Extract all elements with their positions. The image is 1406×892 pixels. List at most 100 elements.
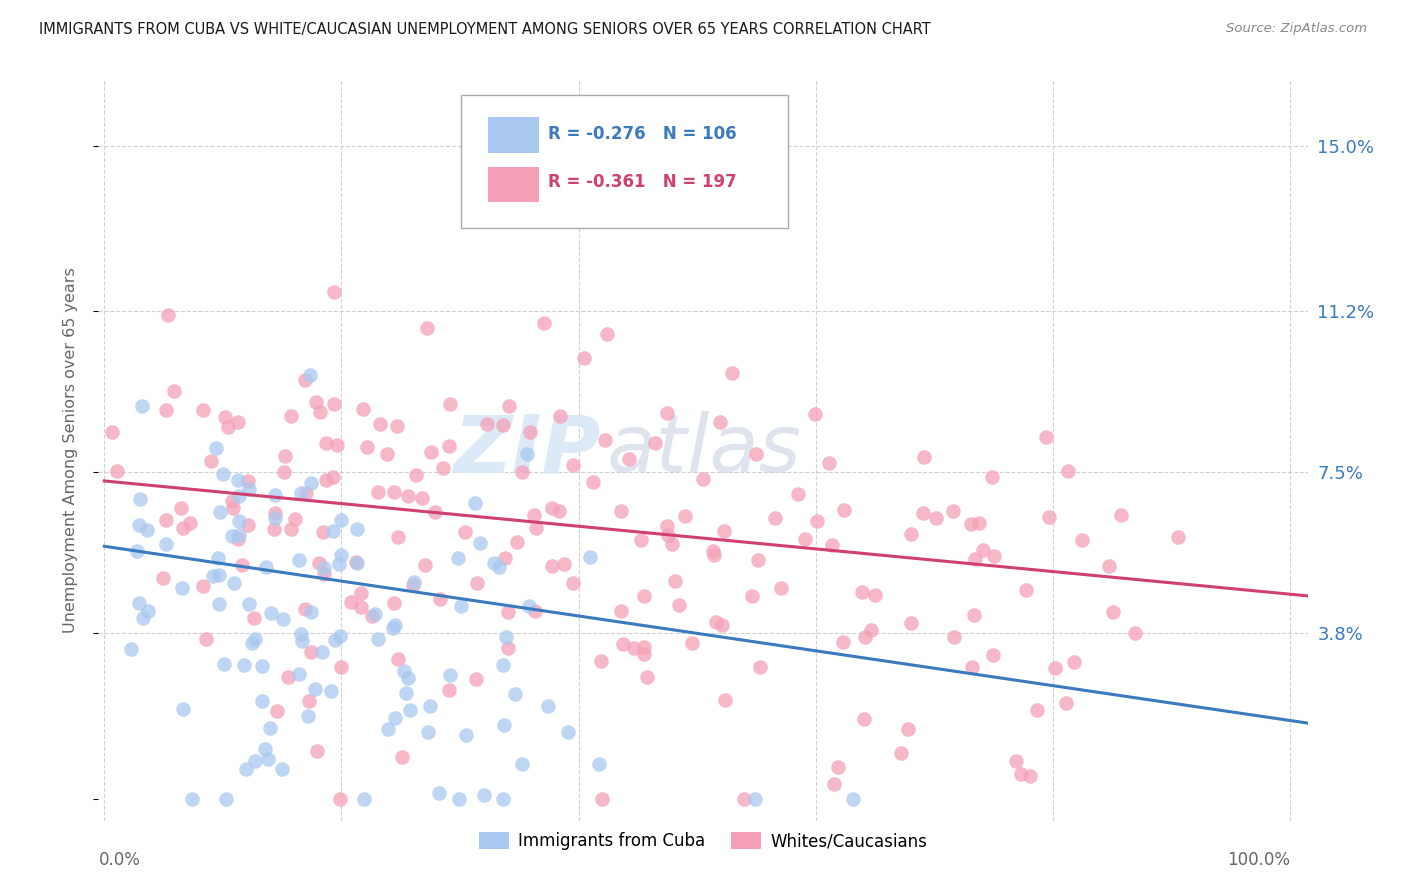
Point [382, 596, 405, 610]
Point [360, 609, 382, 624]
Point [439, 667, 461, 681]
Text: Source: ZipAtlas.com: Source: ZipAtlas.com [1226, 22, 1367, 36]
Point [852, 713, 875, 727]
Point [329, 660, 352, 674]
Point [714, 693, 737, 707]
Text: atlas: atlas [606, 411, 801, 490]
Point [367, 632, 389, 646]
Point [304, 682, 326, 697]
Point [169, 500, 191, 515]
Point [579, 549, 602, 564]
Point [804, 407, 827, 421]
Point [557, 725, 579, 739]
Point [243, 754, 266, 768]
Point [595, 326, 617, 341]
Point [387, 530, 409, 544]
Point [221, 494, 243, 508]
Point [806, 514, 828, 528]
Point [516, 447, 538, 461]
Point [633, 647, 655, 661]
Point [391, 750, 413, 764]
Point [821, 538, 844, 552]
Point [308, 556, 330, 570]
Point [399, 703, 422, 717]
Point [1056, 464, 1078, 478]
Point [238, 483, 260, 497]
Point [152, 571, 174, 585]
Point [1109, 508, 1132, 523]
Point [321, 470, 343, 484]
Point [591, 792, 613, 806]
Point [472, 788, 495, 802]
Point [492, 657, 515, 672]
Point [1019, 769, 1042, 783]
Point [609, 604, 631, 618]
Point [382, 485, 405, 500]
Point [202, 568, 225, 582]
Point [312, 560, 335, 574]
Point [288, 666, 311, 681]
Point [212, 657, 235, 672]
Point [179, 516, 201, 530]
Point [411, 491, 433, 505]
Point [402, 578, 425, 592]
Point [319, 683, 342, 698]
Point [364, 607, 387, 622]
Point [612, 637, 634, 651]
Point [533, 317, 555, 331]
Point [266, 704, 288, 718]
Point [1043, 661, 1066, 675]
Point [636, 670, 658, 684]
Point [562, 458, 585, 473]
Point [284, 512, 307, 526]
Point [1070, 533, 1092, 547]
Point [437, 683, 460, 698]
Point [787, 487, 810, 501]
Point [593, 433, 616, 447]
Point [356, 440, 378, 454]
Point [702, 544, 724, 558]
Point [271, 612, 294, 626]
Point [420, 445, 443, 459]
Point [131, 400, 153, 414]
Point [273, 465, 295, 479]
Point [131, 611, 153, 625]
Point [972, 543, 994, 558]
Point [298, 694, 321, 708]
Text: 100.0%: 100.0% [1227, 851, 1289, 869]
Point [1167, 530, 1189, 544]
Point [832, 634, 855, 648]
Point [155, 537, 177, 551]
Point [128, 596, 150, 610]
Point [495, 630, 517, 644]
Point [238, 597, 260, 611]
Point [181, 792, 204, 806]
Point [681, 636, 703, 650]
Point [547, 504, 569, 518]
Point [709, 415, 731, 429]
Point [263, 522, 285, 536]
Point [623, 640, 645, 655]
Point [394, 664, 416, 678]
Point [299, 605, 322, 619]
Point [572, 351, 595, 365]
Point [506, 535, 529, 549]
Point [744, 792, 766, 806]
Point [328, 557, 350, 571]
Point [482, 556, 505, 570]
Point [447, 792, 470, 806]
Point [353, 792, 375, 806]
Point [287, 553, 309, 567]
Point [496, 640, 519, 655]
Point [207, 597, 229, 611]
Point [205, 441, 228, 455]
Point [540, 501, 562, 516]
Point [377, 722, 399, 736]
Point [488, 560, 510, 574]
Point [495, 550, 517, 565]
Point [429, 591, 451, 606]
Point [553, 558, 575, 572]
Point [415, 558, 437, 572]
Point [763, 511, 786, 525]
Point [125, 543, 148, 558]
